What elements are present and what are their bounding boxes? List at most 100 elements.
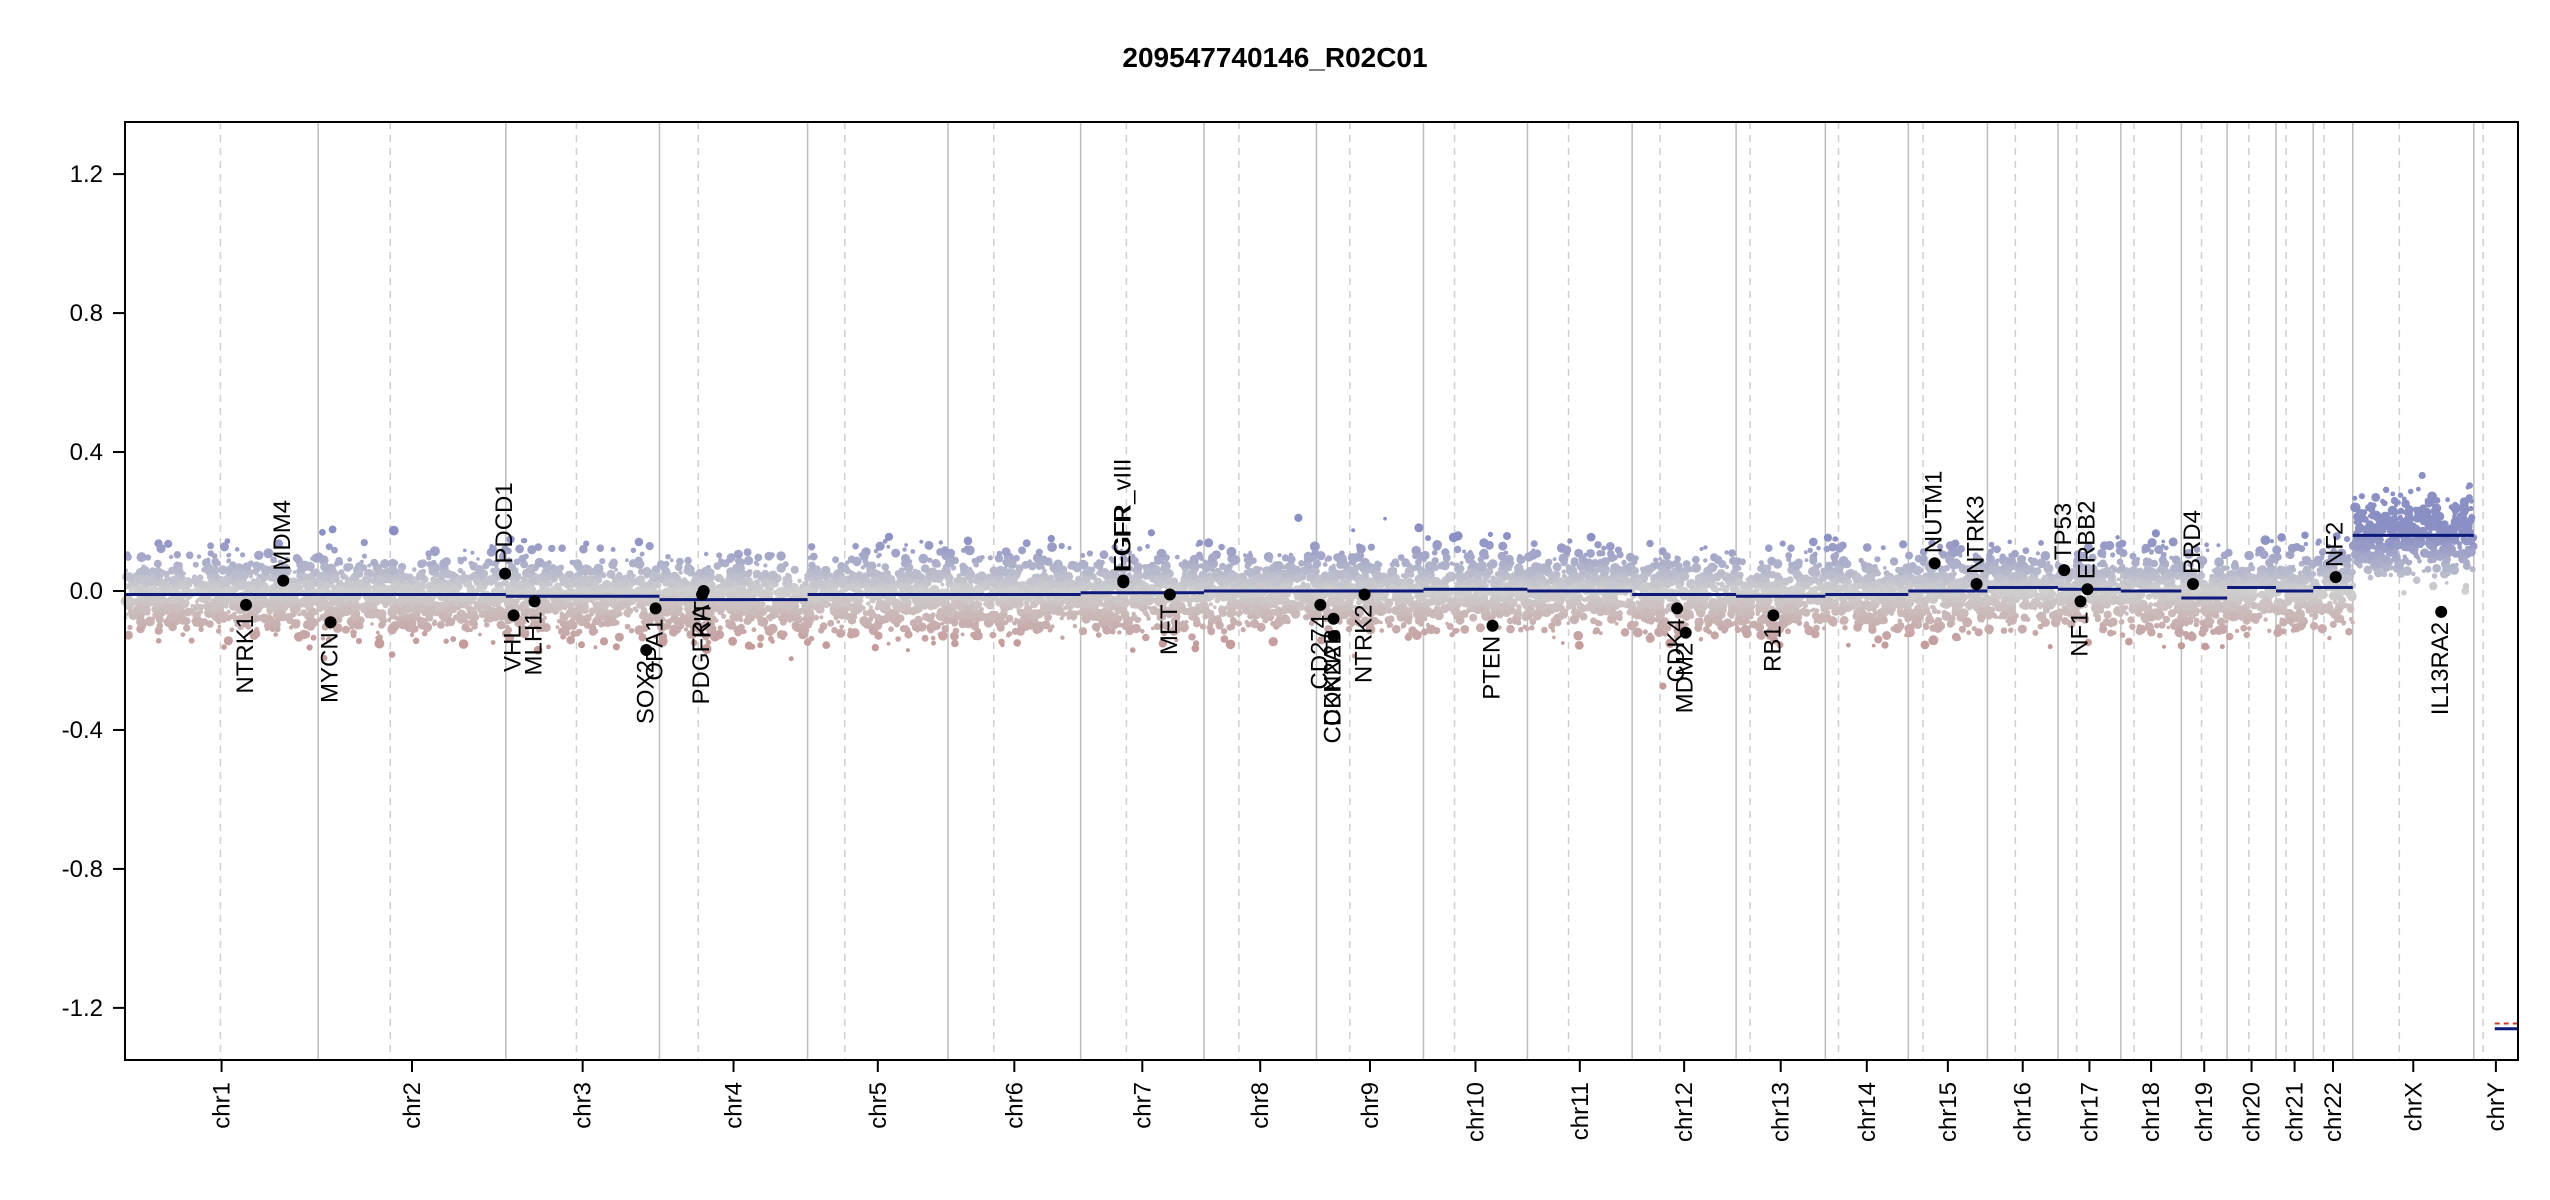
probe-point	[490, 560, 496, 567]
probe-point	[1207, 621, 1214, 627]
probe-point	[946, 578, 952, 584]
probe-point	[1174, 554, 1180, 560]
probe-point	[1182, 559, 1190, 567]
probe-point	[185, 551, 194, 560]
probe-point	[480, 578, 490, 588]
probe-point	[215, 586, 221, 592]
probe-point	[306, 644, 313, 651]
probe-point	[827, 619, 835, 627]
probe-point	[179, 609, 188, 618]
probe-point	[214, 617, 219, 622]
probe-point	[170, 569, 175, 575]
probe-point	[468, 627, 473, 633]
probe-point	[1219, 562, 1227, 571]
probe-point	[1111, 613, 1117, 618]
probe-point	[412, 579, 418, 584]
probe-point	[1287, 579, 1291, 584]
probe-point	[741, 629, 747, 634]
probe-point	[405, 585, 411, 591]
probe-point	[675, 582, 683, 590]
probe-point	[320, 562, 330, 572]
probe-point	[836, 620, 841, 624]
probe-point	[138, 576, 147, 586]
probe-point	[634, 559, 645, 569]
probe-point	[877, 600, 886, 610]
probe-point	[357, 603, 365, 611]
probe-point	[1030, 609, 1039, 618]
probe-point	[255, 606, 262, 614]
probe-point	[952, 627, 960, 635]
probe-point	[989, 578, 998, 588]
probe-point	[1236, 609, 1243, 616]
probe-point	[321, 575, 328, 582]
probe-point	[319, 529, 326, 536]
probe-point	[226, 558, 232, 563]
probe-point	[1001, 547, 1011, 557]
probe-point	[669, 558, 674, 563]
probe-point	[871, 643, 879, 652]
probe-point	[788, 656, 794, 662]
probe-point	[328, 525, 337, 534]
probe-point	[806, 622, 813, 629]
probe-point	[1145, 544, 1150, 549]
probe-point	[346, 563, 354, 570]
probe-point	[1067, 564, 1073, 570]
probe-point	[912, 596, 923, 607]
probe-point	[617, 611, 623, 617]
probe-point	[584, 587, 591, 594]
probe-point	[468, 573, 473, 579]
probe-point	[1262, 613, 1268, 619]
probe-point	[375, 575, 385, 585]
probe-point	[219, 581, 225, 587]
probe-point	[785, 572, 790, 577]
probe-point	[518, 554, 527, 563]
probe-point	[308, 617, 318, 628]
probe-point	[987, 555, 993, 561]
probe-point	[1284, 604, 1290, 609]
probe-point	[634, 625, 645, 635]
probe-point	[505, 547, 512, 555]
probe-point	[1249, 597, 1256, 603]
probe-point	[662, 607, 672, 617]
probe-point	[382, 573, 393, 584]
probe-point	[859, 616, 870, 626]
probe-point	[349, 587, 355, 592]
probe-point	[732, 613, 741, 622]
probe-point	[832, 556, 840, 564]
probe-point	[168, 554, 174, 560]
probe-point	[325, 636, 333, 643]
probe-point	[576, 570, 584, 577]
probe-point	[223, 636, 233, 646]
probe-point	[526, 572, 533, 579]
probe-point	[632, 597, 638, 603]
probe-point	[520, 538, 526, 544]
probe-point	[516, 604, 524, 612]
probe-point	[579, 544, 588, 554]
probe-point	[860, 552, 869, 561]
probe-point	[233, 617, 239, 624]
probe-point	[1067, 545, 1072, 551]
probe-point	[250, 614, 259, 623]
probe-point	[1209, 610, 1215, 615]
probe-point	[260, 574, 268, 582]
probe-point	[350, 611, 361, 622]
probe-point	[274, 579, 279, 584]
probe-point	[319, 615, 324, 619]
probe-point	[219, 542, 229, 552]
probe-point	[264, 627, 269, 631]
probe-point	[317, 581, 324, 588]
probe-point	[1252, 605, 1261, 614]
probe-point	[841, 564, 850, 573]
probe-point	[1367, 543, 1375, 551]
probe-point	[476, 557, 480, 561]
probe-point	[150, 595, 158, 603]
probe-point	[125, 572, 135, 582]
probe-point	[888, 626, 894, 632]
probe-point	[1122, 616, 1127, 621]
probe-point	[241, 613, 251, 623]
probe-point	[886, 544, 891, 549]
probe-point	[945, 616, 949, 620]
probe-point	[728, 606, 733, 612]
probe-point	[533, 645, 543, 655]
probe-point	[576, 628, 583, 635]
